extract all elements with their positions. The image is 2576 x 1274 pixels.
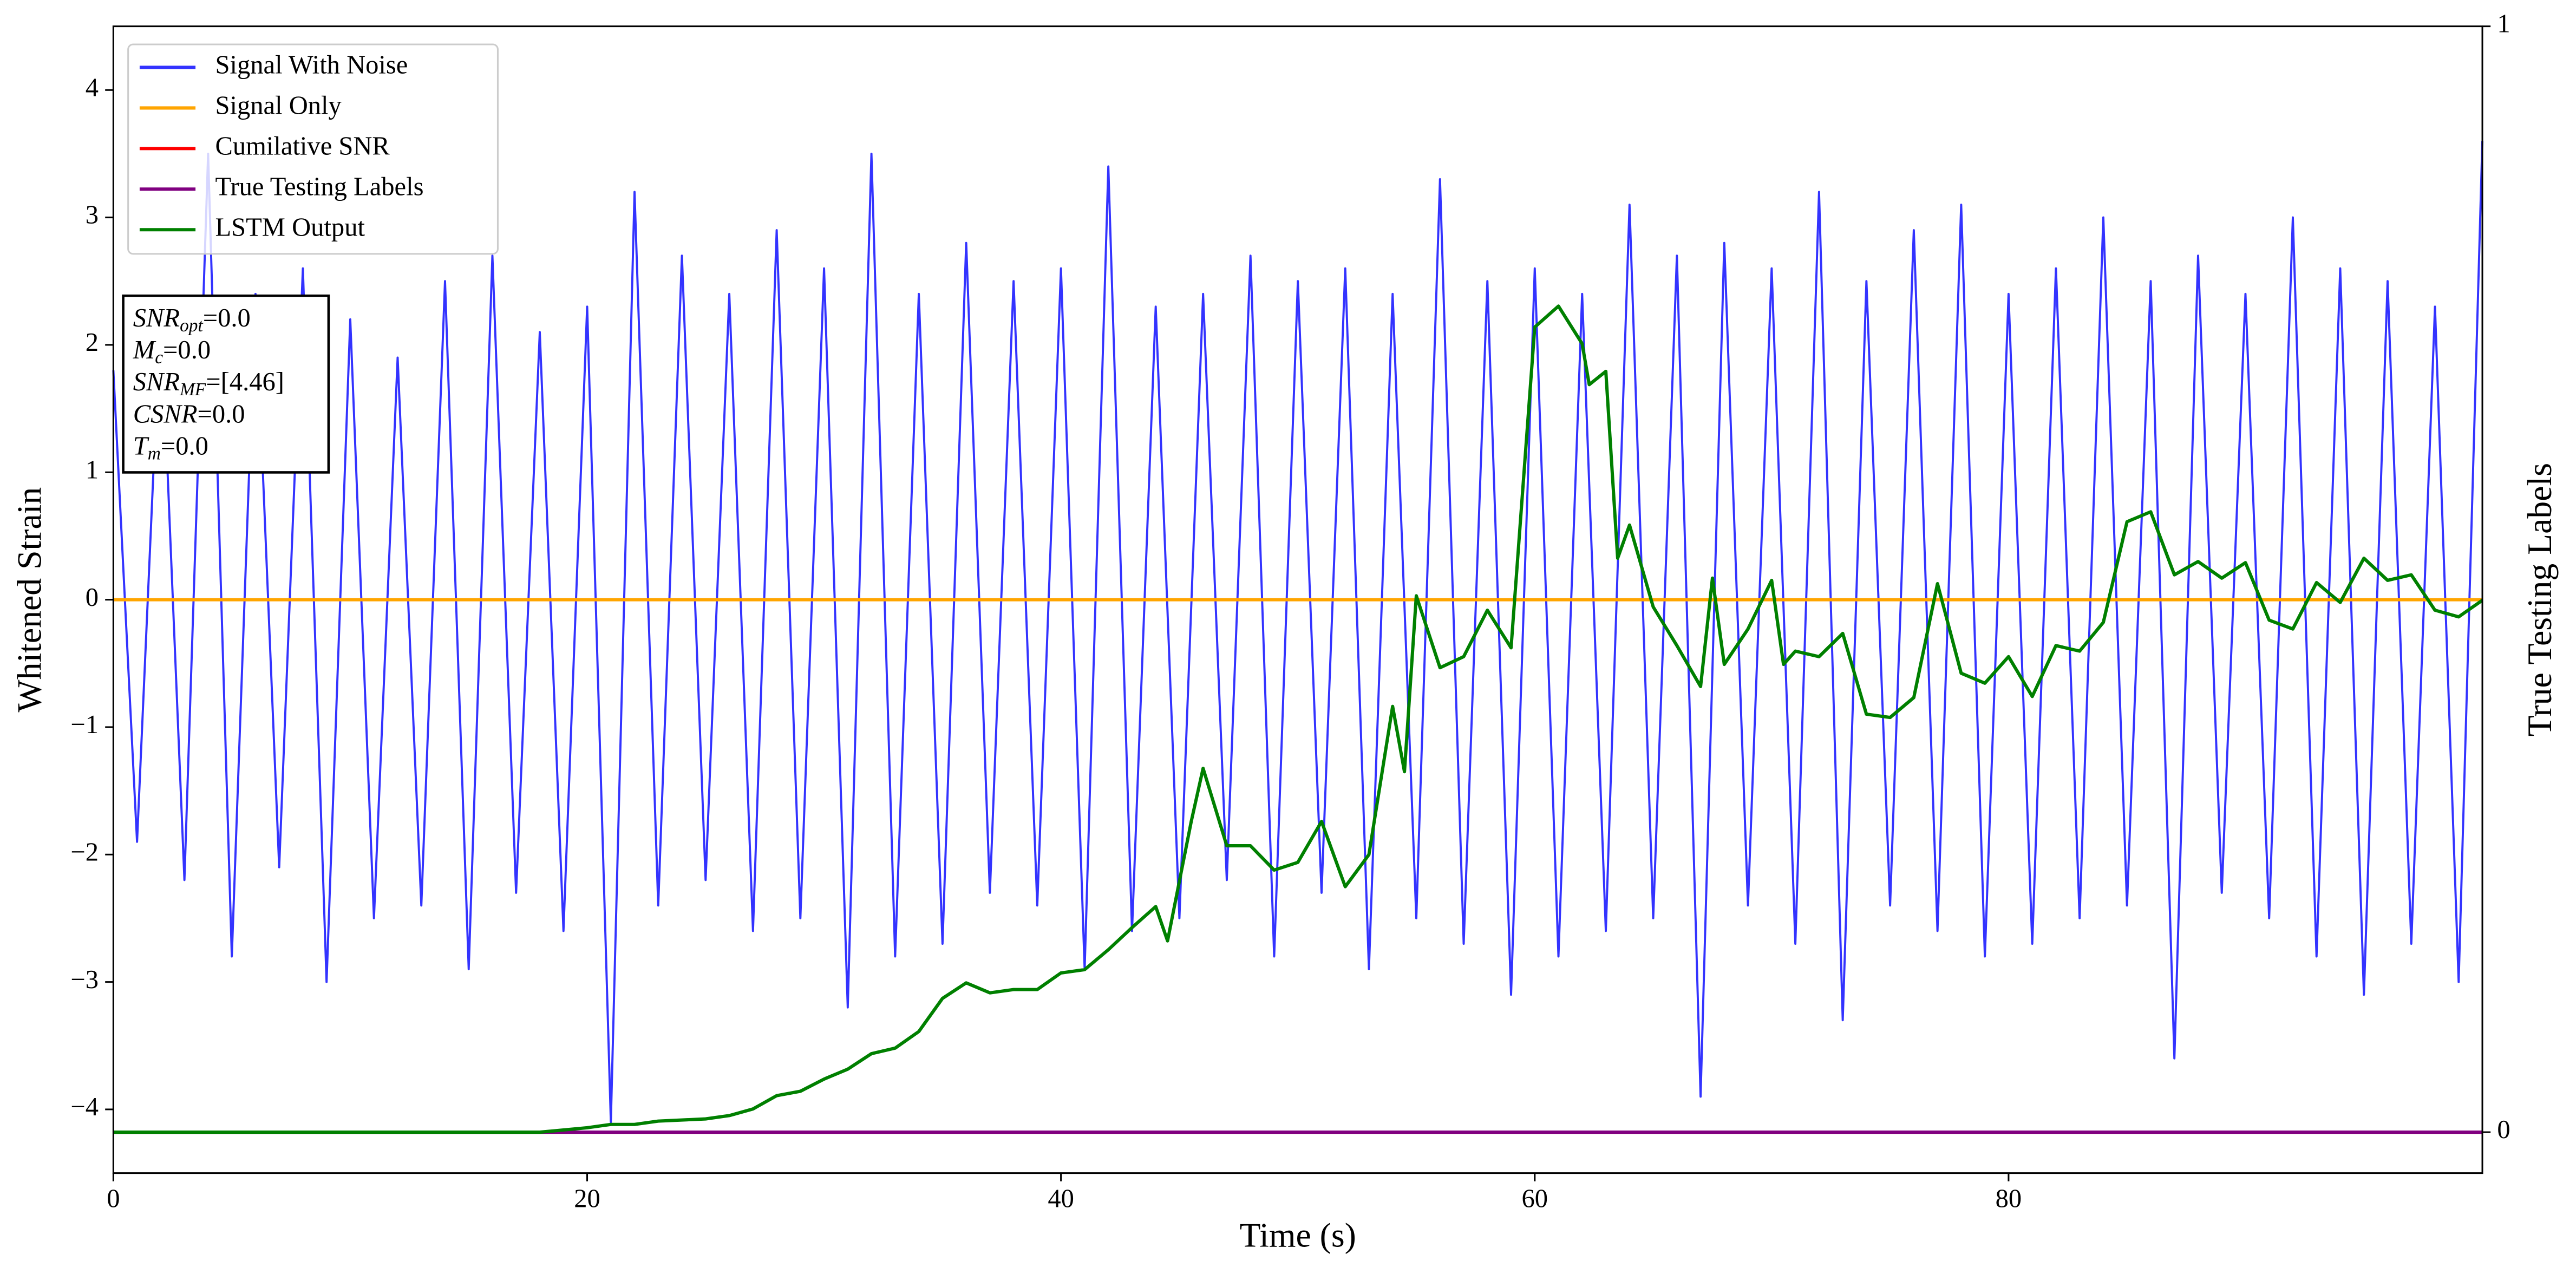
annotation-box bbox=[122, 294, 330, 474]
y-tick-label: −3 bbox=[70, 965, 99, 994]
y-tick-label: 3 bbox=[86, 200, 99, 230]
y-tick-label: 0 bbox=[86, 583, 99, 612]
series-line bbox=[112, 141, 2484, 1123]
y-tick-label: 2 bbox=[86, 328, 99, 357]
y-tick-label: 1 bbox=[86, 455, 99, 484]
annotation-subscript: c bbox=[155, 348, 163, 368]
annotation-line: SNRopt=0.0 bbox=[133, 303, 251, 336]
y2-tick-label: 1 bbox=[2497, 9, 2510, 38]
y-tick-label: −2 bbox=[70, 837, 99, 866]
annotation-line: Tm=0.0 bbox=[133, 432, 208, 464]
annotation-text: =0.0 bbox=[203, 303, 251, 332]
series-line bbox=[113, 304, 2483, 1134]
y2-axis-label: True Testing Labels bbox=[2520, 463, 2559, 736]
y2-tick-label: 0 bbox=[2497, 1115, 2510, 1144]
annotation-text: SNR bbox=[133, 303, 180, 332]
legend-label: Signal With Noise bbox=[215, 50, 408, 80]
annotation-text: =0.0 bbox=[163, 335, 211, 364]
x-tick-label: 0 bbox=[107, 1184, 120, 1213]
x-tick-label: 40 bbox=[1048, 1184, 1074, 1213]
legend-label: Signal Only bbox=[215, 91, 342, 120]
legend-label: True Testing Labels bbox=[215, 172, 424, 201]
annotation-text: =0.0 bbox=[161, 432, 208, 461]
annotation-line: SNRMF=[4.46] bbox=[133, 367, 284, 400]
annotation-text: =[4.46] bbox=[206, 367, 284, 396]
y-tick-label: 4 bbox=[86, 73, 99, 102]
annotation-subscript: opt bbox=[180, 316, 203, 336]
annotation-line: CSNR=0.0 bbox=[133, 399, 245, 428]
legend-box bbox=[127, 43, 499, 255]
annotation-text: M bbox=[133, 335, 156, 364]
annotation-text: =0.0 bbox=[197, 399, 245, 428]
annotation-subscript: MF bbox=[179, 380, 206, 400]
y-tick-label: −4 bbox=[70, 1092, 99, 1121]
x-axis-label: Time (s) bbox=[1240, 1216, 1356, 1255]
x-tick-label: 80 bbox=[1996, 1184, 2022, 1213]
legend-label: LSTM Output bbox=[215, 212, 365, 241]
x-tick-label: 60 bbox=[1521, 1184, 1548, 1213]
annotation-text: CSNR bbox=[133, 399, 198, 428]
annotation-line: Mc=0.0 bbox=[133, 335, 211, 368]
x-tick-label: 20 bbox=[574, 1184, 600, 1213]
annotation-text: SNR bbox=[133, 367, 180, 396]
annotation-subscript: m bbox=[148, 443, 161, 463]
y-axis-label: Whitened Strain bbox=[10, 487, 48, 713]
legend-label: Cumilative SNR bbox=[215, 132, 390, 161]
y-tick-label: −1 bbox=[70, 710, 99, 739]
annotation-text: T bbox=[133, 432, 149, 461]
